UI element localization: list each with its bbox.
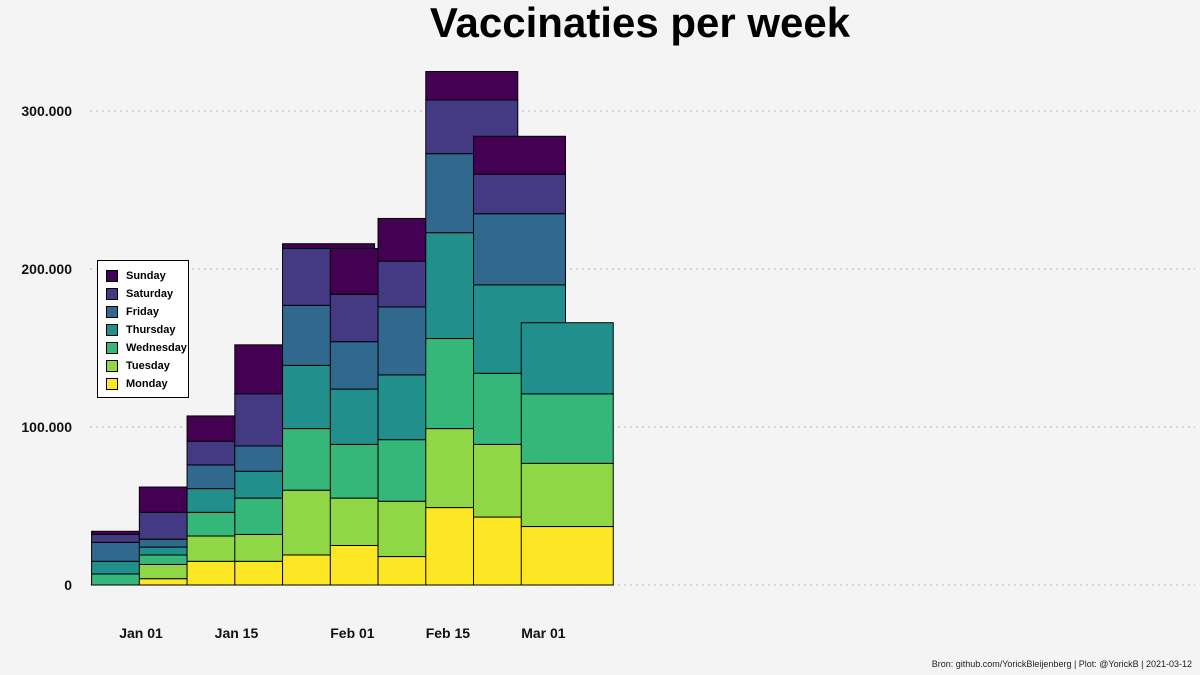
legend-item: Saturday	[106, 285, 188, 303]
x-axis-ticks: Jan 01 Jan 15 Feb 01 Feb 15 Mar 01	[119, 625, 566, 641]
legend-label: Friday	[126, 306, 160, 318]
bar-segment-monday	[520, 526, 614, 586]
y-axis-ticks: 0 100.000 200.000 300.000	[21, 103, 72, 593]
legend-label: Wednesday	[126, 342, 187, 354]
bar-segment-wednesday	[520, 393, 614, 464]
legend-item: Tuesday	[106, 357, 188, 375]
y-tick-label: 0	[64, 577, 72, 593]
legend-item: Sunday	[106, 267, 188, 285]
chart-title: Vaccinaties per week	[429, 0, 851, 46]
legend-swatch	[106, 306, 118, 318]
bar-segment-sunday	[425, 71, 519, 101]
x-tick-label: Mar 01	[521, 625, 566, 641]
y-tick-label: 200.000	[21, 261, 72, 277]
legend-swatch	[106, 288, 118, 300]
bar-segment-tuesday	[520, 462, 614, 528]
legend-label: Saturday	[126, 288, 174, 300]
bar-segment-sunday	[473, 135, 567, 175]
legend-item: Friday	[106, 303, 188, 321]
bar-segment-friday	[473, 213, 567, 286]
legend-swatch	[106, 270, 118, 282]
x-tick-label: Feb 01	[330, 625, 375, 641]
legend-item: Thursday	[106, 321, 188, 339]
legend: Sunday Saturday Friday Thursday Wednesday Tue…	[97, 260, 189, 398]
legend-swatch	[106, 324, 118, 336]
bar-segment-saturday	[473, 173, 567, 215]
legend-label: Thursday	[126, 324, 176, 336]
legend-swatch	[106, 360, 118, 372]
x-tick-label: Jan 01	[119, 625, 163, 641]
legend-label: Sunday	[126, 270, 166, 282]
x-tick-label: Feb 15	[426, 625, 471, 641]
bar-segment-sunday	[282, 243, 376, 249]
legend-label: Tuesday	[126, 360, 170, 372]
x-tick-label: Jan 15	[215, 625, 259, 641]
y-tick-label: 100.000	[21, 419, 72, 435]
legend-swatch	[106, 342, 118, 354]
legend-item: Wednesday	[106, 339, 188, 357]
y-tick-label: 300.000	[21, 103, 72, 119]
gridlines	[90, 110, 1195, 586]
legend-swatch	[106, 378, 118, 390]
legend-label: Monday	[126, 378, 168, 390]
legend-item: Monday	[106, 375, 188, 393]
bars	[91, 71, 614, 586]
caption: Bron: github.com/YorickBleijenberg | Plo…	[931, 659, 1192, 669]
bar-segment-thursday	[520, 322, 614, 395]
